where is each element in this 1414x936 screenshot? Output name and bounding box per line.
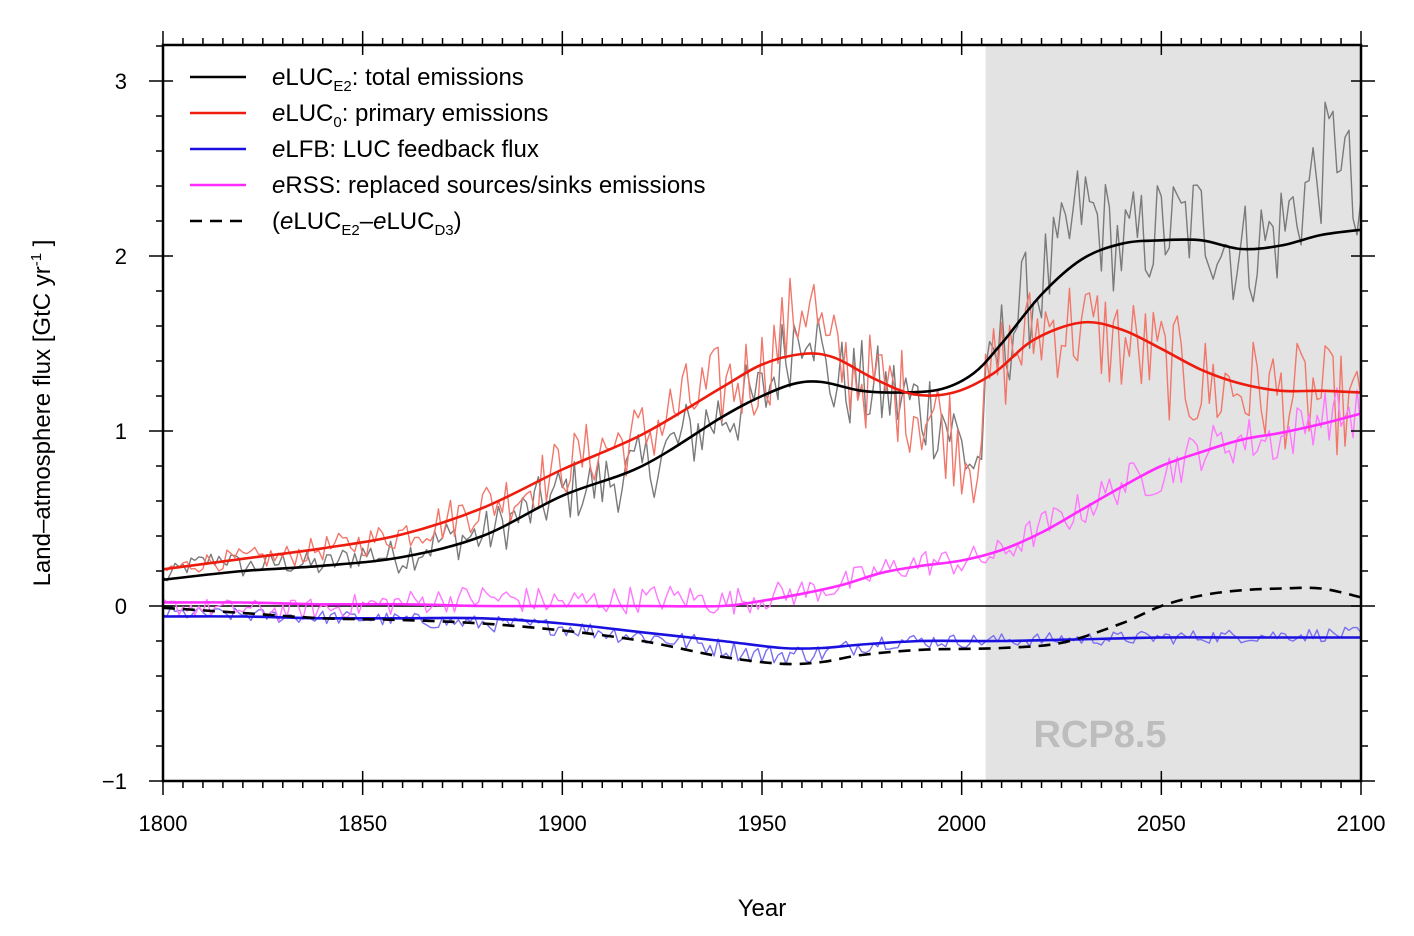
legend-label-diff: (eLUCE2–eLUCD3) xyxy=(272,208,462,239)
legend-label-erss: eRSS: replaced sources/sinks emissions xyxy=(272,172,706,199)
legend-text-part: E2 xyxy=(333,78,351,95)
legend-text-part: e xyxy=(272,136,285,163)
legend-text-part: E2 xyxy=(341,222,359,239)
y-axis-title-superscript: -1 xyxy=(28,253,45,266)
legend-text-part: ) xyxy=(454,208,462,235)
series-layer xyxy=(162,101,1362,666)
legend-label-elfb: eLFB: LUC feedback flux xyxy=(272,136,539,163)
y-axis-title-end: ] xyxy=(29,240,56,253)
y-tick-label: 1 xyxy=(115,419,127,444)
series-line-eluc-0-smooth xyxy=(162,320,1362,571)
legend-text-part: e xyxy=(272,100,285,127)
x-tick-label: 1900 xyxy=(538,811,587,836)
legend-text-part: e xyxy=(272,172,285,199)
legend-text-part: LUC xyxy=(386,208,434,235)
series-line-eluc-e2-annual xyxy=(162,101,1362,582)
y-axis-title: Land–atmosphere flux [GtC yr-1 ] xyxy=(28,240,56,587)
legend-label-eluc-0: eLUC0: primary emissions xyxy=(272,100,548,131)
y-tick-label: −1 xyxy=(102,769,127,794)
legend-text-part: e xyxy=(280,208,293,235)
series-line-elfb-smooth xyxy=(162,615,1361,650)
y-axis-title-main: Land–atmosphere flux [GtC yr xyxy=(29,266,56,586)
legend-text-part: LUC xyxy=(285,64,333,91)
legend-text-part: : primary emissions xyxy=(342,100,549,127)
y-tick-label: 0 xyxy=(115,594,127,619)
x-axis-title: Year xyxy=(738,895,787,922)
legend-text-part: D3 xyxy=(434,222,453,239)
x-tick-label: 2050 xyxy=(1137,811,1186,836)
legend-text-part: RSS: replaced sources/sinks emissions xyxy=(285,172,705,199)
legend-text-part: LUC xyxy=(285,100,333,127)
legend-label-eluc-e2: eLUCE2: total emissions xyxy=(272,64,524,95)
legend-text-part: e xyxy=(373,208,386,235)
series-line-eluc-0-annual xyxy=(162,277,1362,573)
legend-text-part: 0 xyxy=(333,114,341,131)
x-tick-label: 1950 xyxy=(738,811,787,836)
legend-text-part: LFB: LUC feedback flux xyxy=(285,136,538,163)
y-tick-label: 2 xyxy=(115,244,127,269)
x-tick-label: 1800 xyxy=(139,811,188,836)
x-tick-label: 2100 xyxy=(1337,811,1386,836)
rcp85-region-label: RCP8.5 xyxy=(1033,714,1166,756)
x-tick-label: 2000 xyxy=(937,811,986,836)
rcp85-shaded-region xyxy=(985,45,1361,781)
legend-text-part: – xyxy=(360,208,374,235)
series-line-diff xyxy=(162,586,1362,666)
axes-layer: 1800 1850 1900 1950 2000 2050 2100 −1 0 1 2 3 xyxy=(102,31,1386,836)
legend-text-part: e xyxy=(272,64,285,91)
legend-text-part: : total emissions xyxy=(352,64,524,91)
legend-text-part: LUC xyxy=(293,208,341,235)
series-line-erss-smooth xyxy=(162,412,1362,608)
legend-text-part: ( xyxy=(272,208,280,235)
series-line-eluc-e2-smooth xyxy=(162,228,1362,582)
x-tick-label: 1850 xyxy=(338,811,387,836)
y-tick-label: 3 xyxy=(115,69,127,94)
